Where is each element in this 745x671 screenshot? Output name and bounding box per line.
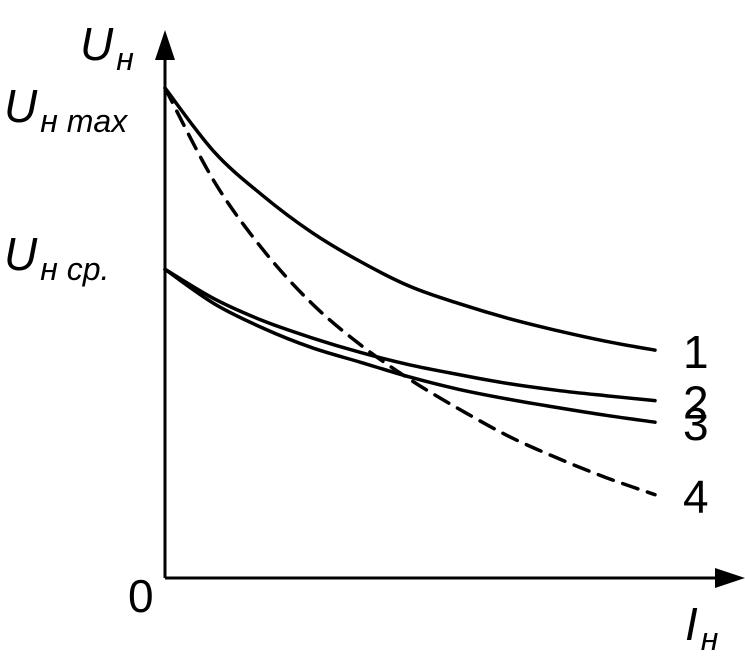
y-axis-arrow — [155, 30, 175, 60]
y-tick-avg-main: U — [4, 228, 38, 280]
y-tick-max-main: U — [4, 80, 38, 132]
x-axis-label-sub: н — [701, 621, 719, 657]
y-tick-label-avg: Uн ср. — [4, 228, 109, 287]
y-tick-max-sub: н max — [40, 103, 128, 139]
series-label-1: 1 — [683, 326, 709, 378]
series-label-4: 4 — [683, 471, 709, 523]
y-axis-label-sub: н — [116, 41, 134, 77]
x-axis-label-main: I — [685, 598, 698, 650]
series-line-1 — [163, 86, 657, 352]
x-axis-arrow — [715, 568, 745, 588]
axes — [155, 30, 745, 588]
x-axis-label: Iн — [685, 598, 718, 657]
origin-label: 0 — [128, 570, 154, 622]
plot-area — [163, 86, 657, 497]
series-line-4 — [163, 86, 657, 497]
y-axis-label: Uн — [80, 18, 134, 77]
y-tick-avg-sub: н ср. — [40, 251, 109, 287]
series-line-2 — [163, 267, 657, 403]
series-line-3 — [163, 267, 657, 424]
series-label-3: 3 — [683, 398, 709, 450]
series-label-2: 2 — [683, 377, 709, 429]
y-tick-label-max: Uн max — [4, 80, 128, 139]
y-axis-label-main: U — [80, 18, 114, 70]
